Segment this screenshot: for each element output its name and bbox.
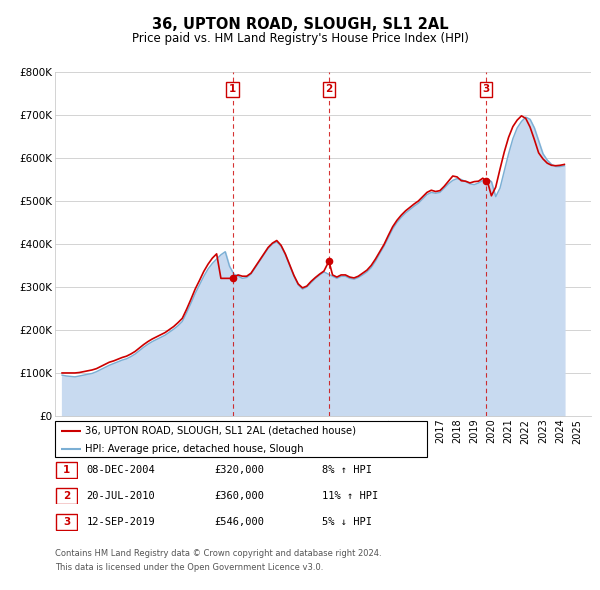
Text: £320,000: £320,000 <box>214 466 264 475</box>
Text: 2: 2 <box>325 84 332 94</box>
Text: 08-DEC-2004: 08-DEC-2004 <box>86 466 155 475</box>
Text: 36, UPTON ROAD, SLOUGH, SL1 2AL (detached house): 36, UPTON ROAD, SLOUGH, SL1 2AL (detache… <box>85 426 356 436</box>
Text: 3: 3 <box>63 517 70 527</box>
Text: 1: 1 <box>229 84 236 94</box>
Text: 3: 3 <box>482 84 490 94</box>
Text: 1: 1 <box>63 466 70 475</box>
Text: 8% ↑ HPI: 8% ↑ HPI <box>322 466 372 475</box>
Text: 12-SEP-2019: 12-SEP-2019 <box>86 517 155 527</box>
Text: 20-JUL-2010: 20-JUL-2010 <box>86 491 155 500</box>
Text: HPI: Average price, detached house, Slough: HPI: Average price, detached house, Slou… <box>85 444 304 454</box>
Text: 36, UPTON ROAD, SLOUGH, SL1 2AL: 36, UPTON ROAD, SLOUGH, SL1 2AL <box>152 17 448 31</box>
Text: 2: 2 <box>63 491 70 500</box>
Text: 5% ↓ HPI: 5% ↓ HPI <box>322 517 372 527</box>
Text: £546,000: £546,000 <box>214 517 264 527</box>
Text: Price paid vs. HM Land Registry's House Price Index (HPI): Price paid vs. HM Land Registry's House … <box>131 32 469 45</box>
Text: This data is licensed under the Open Government Licence v3.0.: This data is licensed under the Open Gov… <box>55 563 323 572</box>
Text: 11% ↑ HPI: 11% ↑ HPI <box>322 491 379 500</box>
Text: £360,000: £360,000 <box>214 491 264 500</box>
Text: Contains HM Land Registry data © Crown copyright and database right 2024.: Contains HM Land Registry data © Crown c… <box>55 549 382 558</box>
